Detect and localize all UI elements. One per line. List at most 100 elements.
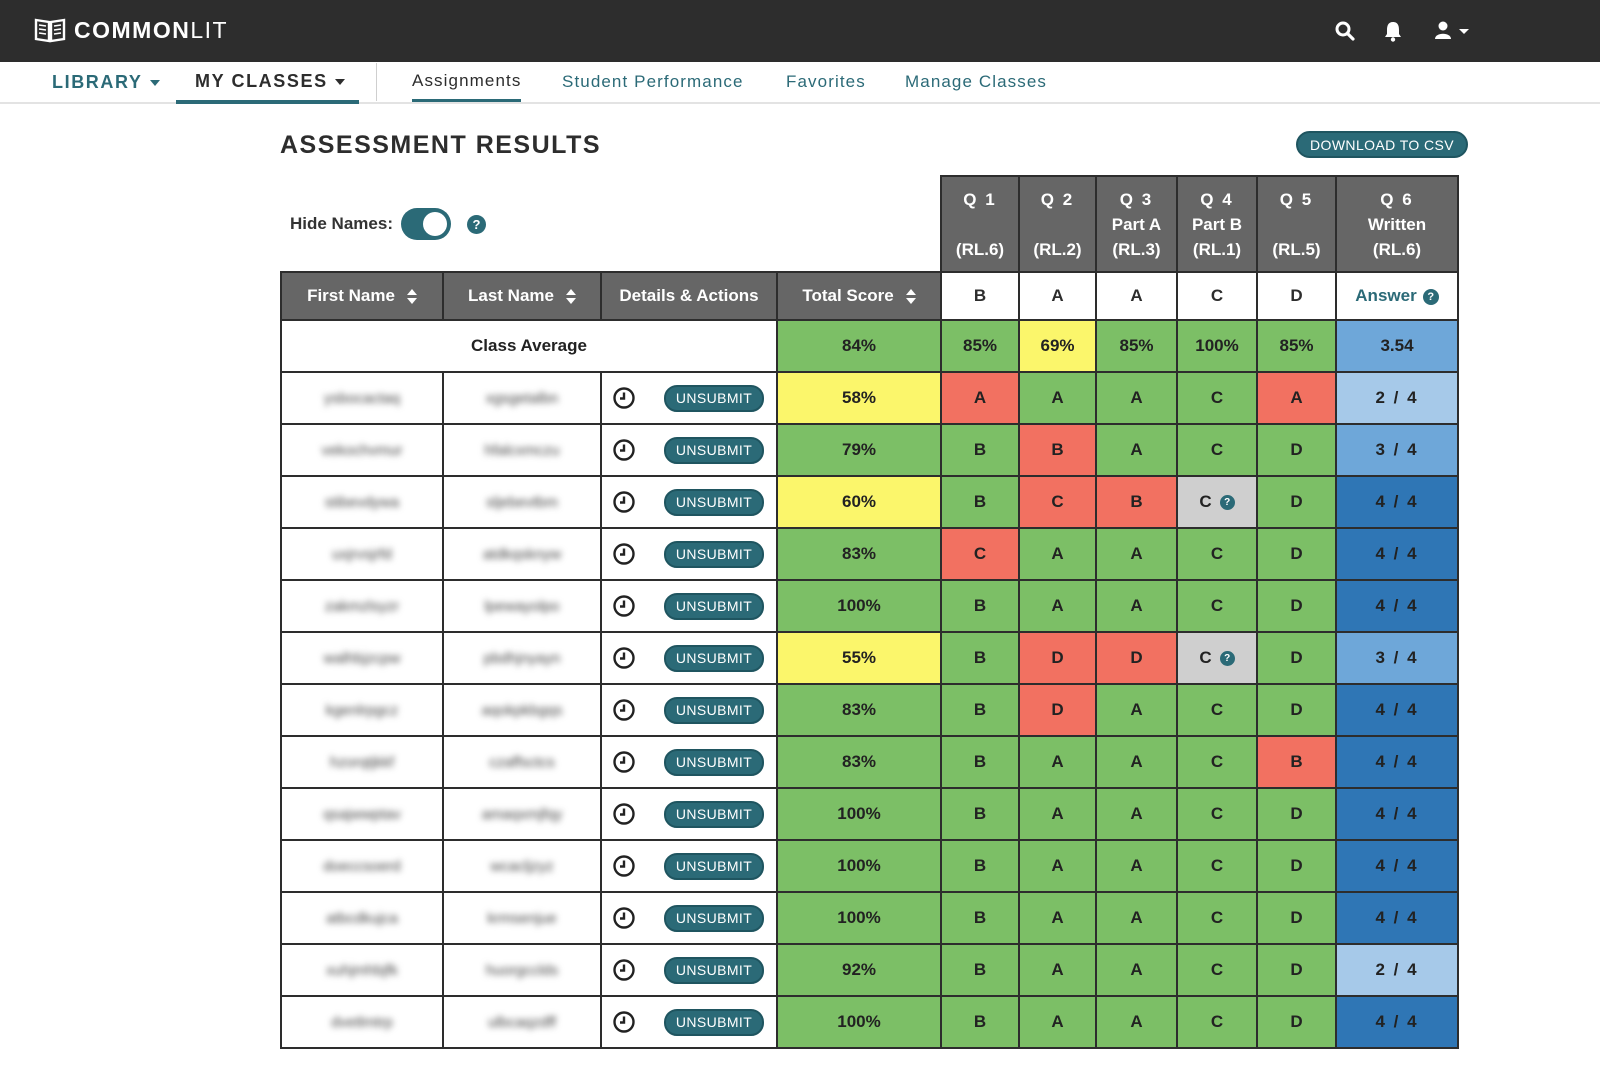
- page-title: ASSESSMENT RESULTS: [280, 131, 602, 159]
- first-name-blurred: walhbjzcpw: [323, 650, 401, 667]
- answer-value: D: [1290, 492, 1303, 511]
- sort-icon[interactable]: [406, 288, 417, 304]
- help-icon[interactable]: ?: [466, 214, 486, 234]
- answer-cell-q5: D: [1256, 527, 1337, 581]
- unsubmit-button[interactable]: UNSUBMIT: [664, 956, 764, 984]
- clock-icon[interactable]: [612, 698, 636, 722]
- answer-value: C: [1210, 804, 1224, 823]
- answer-key-q5: D: [1256, 271, 1337, 321]
- tab-student-performance[interactable]: Student Performance: [562, 72, 744, 91]
- last-name-blurred: krmsenjue: [487, 910, 557, 927]
- clock-icon[interactable]: [612, 646, 636, 670]
- help-icon[interactable]: ?: [1422, 288, 1439, 305]
- first-name-blurred: stibevdywa: [324, 494, 400, 511]
- written-score-cell[interactable]: 4 / 4: [1335, 683, 1459, 737]
- unsubmit-button[interactable]: UNSUBMIT: [664, 384, 764, 412]
- clock-icon[interactable]: [612, 906, 636, 930]
- answer-value: C: [1210, 700, 1224, 719]
- first-name-header[interactable]: First Name: [280, 271, 444, 321]
- library-dropdown[interactable]: LIBRARY: [52, 62, 160, 102]
- unsubmit-button[interactable]: UNSUBMIT: [664, 488, 764, 516]
- answer-cell-q2: A: [1018, 371, 1097, 425]
- clock-icon[interactable]: [612, 958, 636, 982]
- answer-value: A: [1130, 960, 1143, 979]
- written-score-cell[interactable]: 2 / 4: [1335, 371, 1459, 425]
- hide-names-toggle[interactable]: [400, 208, 451, 240]
- user-menu[interactable]: [1430, 18, 1474, 44]
- answer-value: A: [1130, 752, 1143, 771]
- clock-icon[interactable]: [612, 750, 636, 774]
- clock-icon[interactable]: [612, 490, 636, 514]
- last-name-cell: wcacljzyz: [442, 839, 602, 893]
- written-score-cell[interactable]: 4 / 4: [1335, 995, 1459, 1049]
- answer-key-q2: A: [1018, 271, 1097, 321]
- answer-cell-q4[interactable]: C?: [1176, 475, 1258, 529]
- answer-key-label: B: [973, 286, 987, 305]
- unsubmit-button[interactable]: UNSUBMIT: [664, 800, 764, 828]
- tab-manage-classes[interactable]: Manage Classes: [905, 72, 1048, 91]
- written-score-cell[interactable]: 3 / 4: [1335, 423, 1459, 477]
- clock-icon[interactable]: [612, 386, 636, 410]
- written-score-cell[interactable]: 4 / 4: [1335, 787, 1459, 841]
- written-score-cell[interactable]: 2 / 4: [1335, 943, 1459, 997]
- table-row: dvetlmtrp ulbcaqzdff UNSUBMIT 100% B A A C D 4 / …: [280, 995, 1459, 1049]
- download-csv-button[interactable]: DOWNLOAD TO CSV: [1296, 131, 1468, 158]
- bell-icon[interactable]: [1380, 18, 1406, 44]
- answer-value: B: [1290, 752, 1303, 771]
- table-row: uxjrvsjrfd atdkqsknyw UNSUBMIT 83% C A A C D 4 / …: [280, 527, 1459, 581]
- sort-icon[interactable]: [565, 288, 576, 304]
- unsubmit-button[interactable]: UNSUBMIT: [664, 592, 764, 620]
- written-score-cell[interactable]: 4 / 4: [1335, 735, 1459, 789]
- written-score-cell[interactable]: 4 / 4: [1335, 579, 1459, 633]
- unsubmit-button[interactable]: UNSUBMIT: [664, 748, 764, 776]
- answer-cell-q3: B: [1095, 475, 1178, 529]
- clock-icon[interactable]: [612, 594, 636, 618]
- tab-assignments[interactable]: Assignments: [412, 62, 522, 102]
- unsubmit-button[interactable]: UNSUBMIT: [664, 436, 764, 464]
- book-icon: [34, 18, 66, 43]
- written-score-cell[interactable]: 4 / 4: [1335, 839, 1459, 893]
- help-icon[interactable]: ?: [1219, 495, 1235, 511]
- clock-icon[interactable]: [612, 802, 636, 826]
- table-row: hzorqtjkkf czaffsctcs UNSUBMIT 83% B A A C B 4 / …: [280, 735, 1459, 789]
- written-score-cell[interactable]: 4 / 4: [1335, 891, 1459, 945]
- search-icon[interactable]: [1332, 18, 1358, 44]
- total-score-header[interactable]: Total Score: [776, 271, 942, 321]
- written-score-cell[interactable]: 4 / 4: [1335, 527, 1459, 581]
- last-name-blurred: atdkqsknyw: [482, 546, 562, 563]
- answer-cell-q4: C: [1176, 891, 1258, 945]
- written-score-cell[interactable]: 3 / 4: [1335, 631, 1459, 685]
- clock-icon[interactable]: [612, 854, 636, 878]
- unsubmit-button[interactable]: UNSUBMIT: [664, 1008, 764, 1036]
- total-score-cell: 92%: [776, 943, 942, 997]
- my-classes-dropdown[interactable]: MY CLASSES: [176, 62, 359, 104]
- answer-cell-q4[interactable]: C?: [1176, 631, 1258, 685]
- last-name-cell: ulbcaqzdff: [442, 995, 602, 1049]
- unsubmit-button[interactable]: UNSUBMIT: [664, 644, 764, 672]
- details-actions: UNSUBMIT: [602, 956, 776, 984]
- answer-value: A: [1051, 856, 1064, 875]
- answer-key-label: A: [1051, 286, 1064, 305]
- unsubmit-button[interactable]: UNSUBMIT: [664, 852, 764, 880]
- answer-value: A: [1130, 544, 1143, 563]
- written-answer-link[interactable]: Answer?: [1335, 271, 1459, 321]
- details-actions-cell: UNSUBMIT: [600, 995, 778, 1049]
- clock-icon[interactable]: [612, 542, 636, 566]
- unsubmit-button[interactable]: UNSUBMIT: [664, 904, 764, 932]
- answer-cell-q4: C: [1176, 839, 1258, 893]
- hide-names-label: Hide Names:: [290, 214, 393, 233]
- unsubmit-button[interactable]: UNSUBMIT: [664, 696, 764, 724]
- clock-icon[interactable]: [612, 438, 636, 462]
- answer-key-label: Answer: [1355, 286, 1417, 305]
- answer-value: C: [1210, 960, 1224, 979]
- total-score-cell: 55%: [776, 631, 942, 685]
- help-icon[interactable]: ?: [1219, 651, 1235, 667]
- last-name-header[interactable]: Last Name: [442, 271, 602, 321]
- written-score-cell[interactable]: 4 / 4: [1335, 475, 1459, 529]
- toggle-knob: [422, 212, 447, 236]
- commonlit-logo[interactable]: COMMONLIT: [34, 14, 228, 46]
- sort-icon[interactable]: [905, 288, 916, 304]
- clock-icon[interactable]: [612, 1010, 636, 1034]
- unsubmit-button[interactable]: UNSUBMIT: [664, 540, 764, 568]
- tab-favorites[interactable]: Favorites: [786, 72, 866, 91]
